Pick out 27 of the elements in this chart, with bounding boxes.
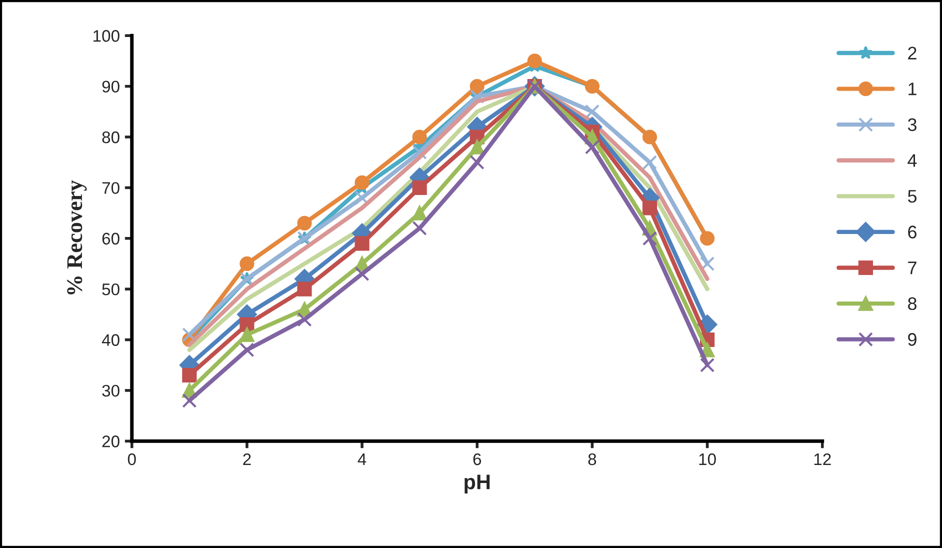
y-tick-label: 80 bbox=[102, 131, 120, 144]
legend-label: 6 bbox=[908, 226, 916, 238]
x-tick-label: 12 bbox=[814, 453, 831, 466]
y-tick-label: 90 bbox=[102, 80, 120, 93]
x-tick-label: 2 bbox=[243, 453, 251, 466]
y-tick-label: 30 bbox=[102, 384, 120, 397]
x-axis-title: pH bbox=[464, 474, 490, 494]
legend-label: 8 bbox=[908, 297, 916, 310]
y-tick-label: 60 bbox=[102, 232, 120, 245]
y-tick-label: 40 bbox=[102, 334, 120, 346]
x-tick-label: 4 bbox=[358, 454, 366, 466]
y-tick-label: 70 bbox=[102, 182, 120, 194]
y-tick-label: 20 bbox=[102, 436, 120, 448]
x-tick-label: 8 bbox=[588, 453, 596, 466]
x-tick-label: 0 bbox=[128, 453, 136, 466]
y-axis-title: % Recovery bbox=[67, 180, 87, 294]
legend-label: 9 bbox=[908, 333, 916, 346]
y-tick-label: 50 bbox=[102, 283, 120, 296]
legend-label: 1 bbox=[908, 82, 916, 96]
legend-label: 4 bbox=[908, 154, 917, 167]
legend-label: 5 bbox=[908, 190, 917, 203]
legend-label: 2 bbox=[908, 46, 916, 60]
y-tick-label: 100 bbox=[94, 30, 120, 42]
x-tick-label: 6 bbox=[473, 453, 482, 466]
legend-label: 3 bbox=[908, 118, 916, 132]
legend-label: 7 bbox=[908, 262, 916, 274]
x-tick-label: 10 bbox=[699, 453, 716, 466]
